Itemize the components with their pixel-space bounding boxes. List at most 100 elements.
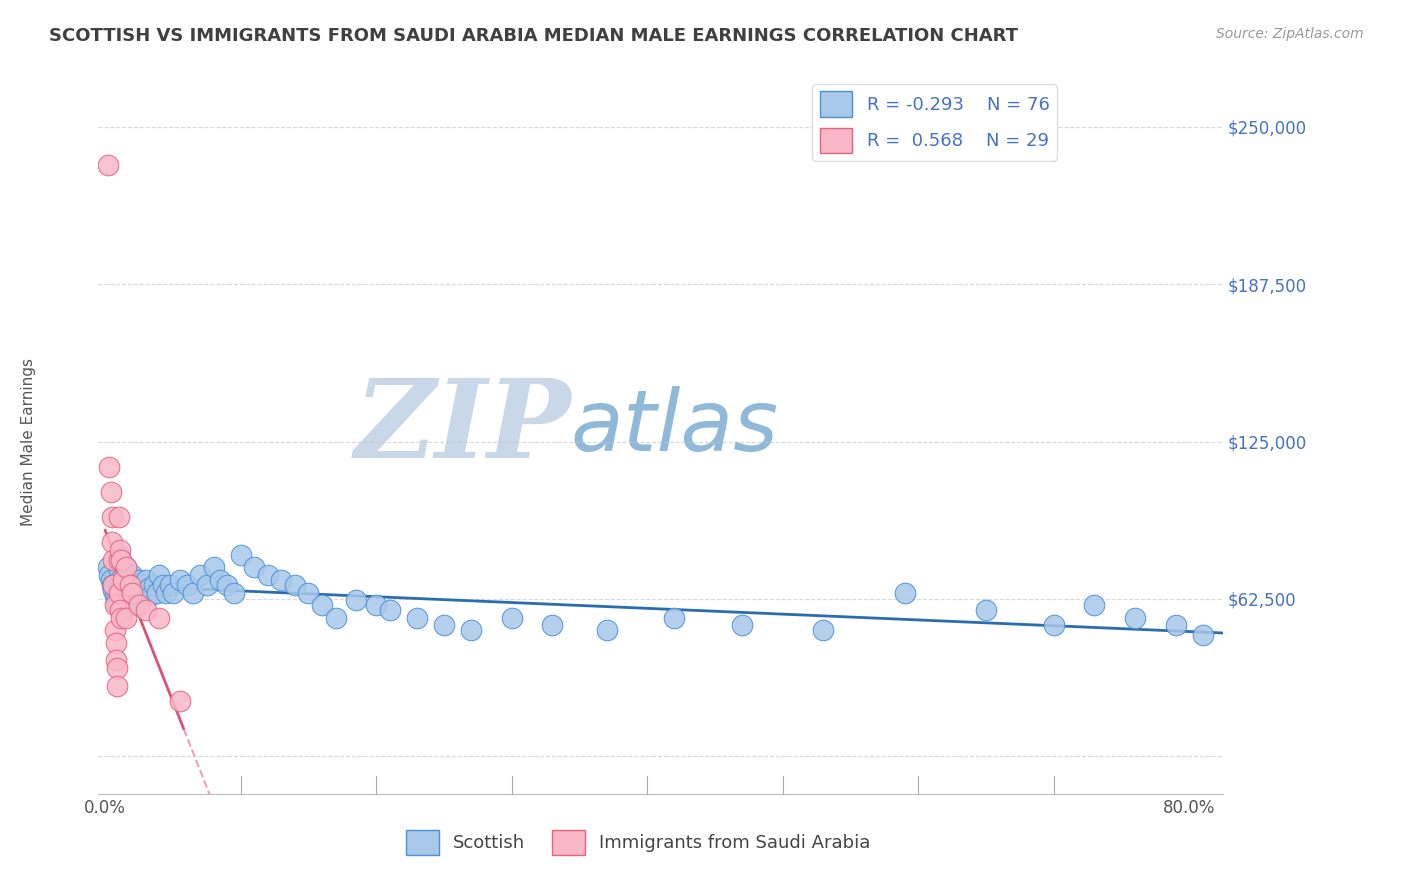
Point bbox=[104, 588, 127, 602]
Point bbox=[229, 548, 252, 562]
Point bbox=[176, 578, 198, 592]
Point bbox=[107, 593, 129, 607]
Point bbox=[155, 585, 177, 599]
Point bbox=[105, 598, 128, 612]
Point bbox=[117, 593, 139, 607]
Point bbox=[138, 581, 160, 595]
Point bbox=[433, 618, 456, 632]
Point bbox=[143, 578, 166, 592]
Text: Source: ZipAtlas.com: Source: ZipAtlas.com bbox=[1216, 27, 1364, 41]
Point bbox=[974, 603, 997, 617]
Point bbox=[103, 553, 125, 567]
Point bbox=[110, 578, 132, 592]
Point bbox=[284, 578, 307, 592]
Point bbox=[256, 568, 278, 582]
Point bbox=[103, 578, 125, 592]
Point bbox=[124, 591, 146, 605]
Point bbox=[731, 618, 754, 632]
Point bbox=[366, 598, 388, 612]
Point bbox=[595, 624, 617, 638]
Point bbox=[107, 510, 129, 524]
Point bbox=[107, 585, 129, 599]
Point bbox=[270, 573, 292, 587]
Point bbox=[110, 553, 132, 567]
Point bbox=[893, 585, 915, 599]
Point bbox=[202, 560, 225, 574]
Point bbox=[1043, 618, 1066, 632]
Point bbox=[121, 568, 143, 582]
Point bbox=[114, 578, 136, 592]
Point bbox=[378, 603, 401, 617]
Point bbox=[105, 636, 128, 650]
Point bbox=[107, 563, 129, 577]
Point bbox=[1083, 598, 1105, 612]
Point bbox=[105, 653, 128, 667]
Point bbox=[121, 585, 143, 599]
Point bbox=[159, 578, 181, 592]
Point bbox=[100, 573, 122, 587]
Point bbox=[169, 573, 191, 587]
Y-axis label: Median Male Earnings: Median Male Earnings bbox=[21, 358, 37, 525]
Point bbox=[114, 611, 136, 625]
Point bbox=[217, 578, 239, 592]
Point bbox=[541, 618, 564, 632]
Point bbox=[297, 585, 319, 599]
Point bbox=[664, 611, 686, 625]
Point bbox=[148, 568, 170, 582]
Point bbox=[148, 611, 170, 625]
Text: ZIP: ZIP bbox=[354, 374, 571, 481]
Text: SCOTTISH VS IMMIGRANTS FROM SAUDI ARABIA MEDIAN MALE EARNINGS CORRELATION CHART: SCOTTISH VS IMMIGRANTS FROM SAUDI ARABIA… bbox=[49, 27, 1018, 45]
Point bbox=[243, 560, 266, 574]
Point bbox=[131, 578, 153, 592]
Point bbox=[105, 679, 128, 693]
Point bbox=[98, 459, 121, 474]
Point bbox=[162, 585, 184, 599]
Point bbox=[105, 593, 128, 607]
Point bbox=[107, 548, 129, 562]
Point bbox=[181, 585, 204, 599]
Point bbox=[813, 624, 835, 638]
Point bbox=[114, 560, 136, 574]
Point bbox=[128, 573, 150, 587]
Point bbox=[97, 158, 120, 172]
Point bbox=[108, 542, 131, 557]
Point bbox=[101, 510, 124, 524]
Point bbox=[111, 573, 134, 587]
Point bbox=[101, 535, 124, 549]
Point bbox=[112, 588, 135, 602]
Point bbox=[344, 593, 367, 607]
Point bbox=[125, 598, 148, 612]
Point bbox=[195, 578, 218, 592]
Point bbox=[325, 611, 347, 625]
Point bbox=[107, 578, 129, 592]
Point bbox=[460, 624, 482, 638]
Point bbox=[107, 585, 129, 599]
Point bbox=[118, 578, 141, 592]
Point bbox=[222, 585, 245, 599]
Point bbox=[145, 585, 167, 599]
Point bbox=[108, 603, 131, 617]
Point bbox=[311, 598, 333, 612]
Point bbox=[118, 578, 141, 592]
Point bbox=[128, 598, 150, 612]
Point bbox=[120, 585, 142, 599]
Point bbox=[97, 560, 120, 574]
Point bbox=[141, 588, 163, 602]
Point bbox=[108, 573, 131, 587]
Point bbox=[103, 582, 125, 597]
Point bbox=[135, 603, 157, 617]
Point bbox=[406, 611, 429, 625]
Point bbox=[1164, 618, 1187, 632]
Point bbox=[98, 568, 121, 582]
Point bbox=[152, 578, 174, 592]
Text: atlas: atlas bbox=[571, 386, 779, 469]
Point bbox=[111, 582, 134, 597]
Point bbox=[209, 573, 232, 587]
Point bbox=[1123, 611, 1146, 625]
Legend: Scottish, Immigrants from Saudi Arabia: Scottish, Immigrants from Saudi Arabia bbox=[399, 822, 877, 863]
Point bbox=[169, 694, 191, 708]
Point bbox=[110, 611, 132, 625]
Point bbox=[115, 585, 138, 599]
Point bbox=[188, 568, 211, 582]
Point bbox=[132, 585, 155, 599]
